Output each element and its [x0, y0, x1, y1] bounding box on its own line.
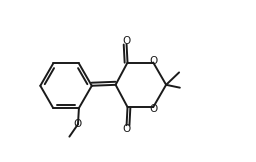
Text: O: O	[74, 119, 82, 129]
Text: O: O	[150, 56, 158, 66]
Text: O: O	[122, 124, 131, 134]
Text: O: O	[122, 36, 131, 46]
Text: O: O	[150, 104, 158, 114]
